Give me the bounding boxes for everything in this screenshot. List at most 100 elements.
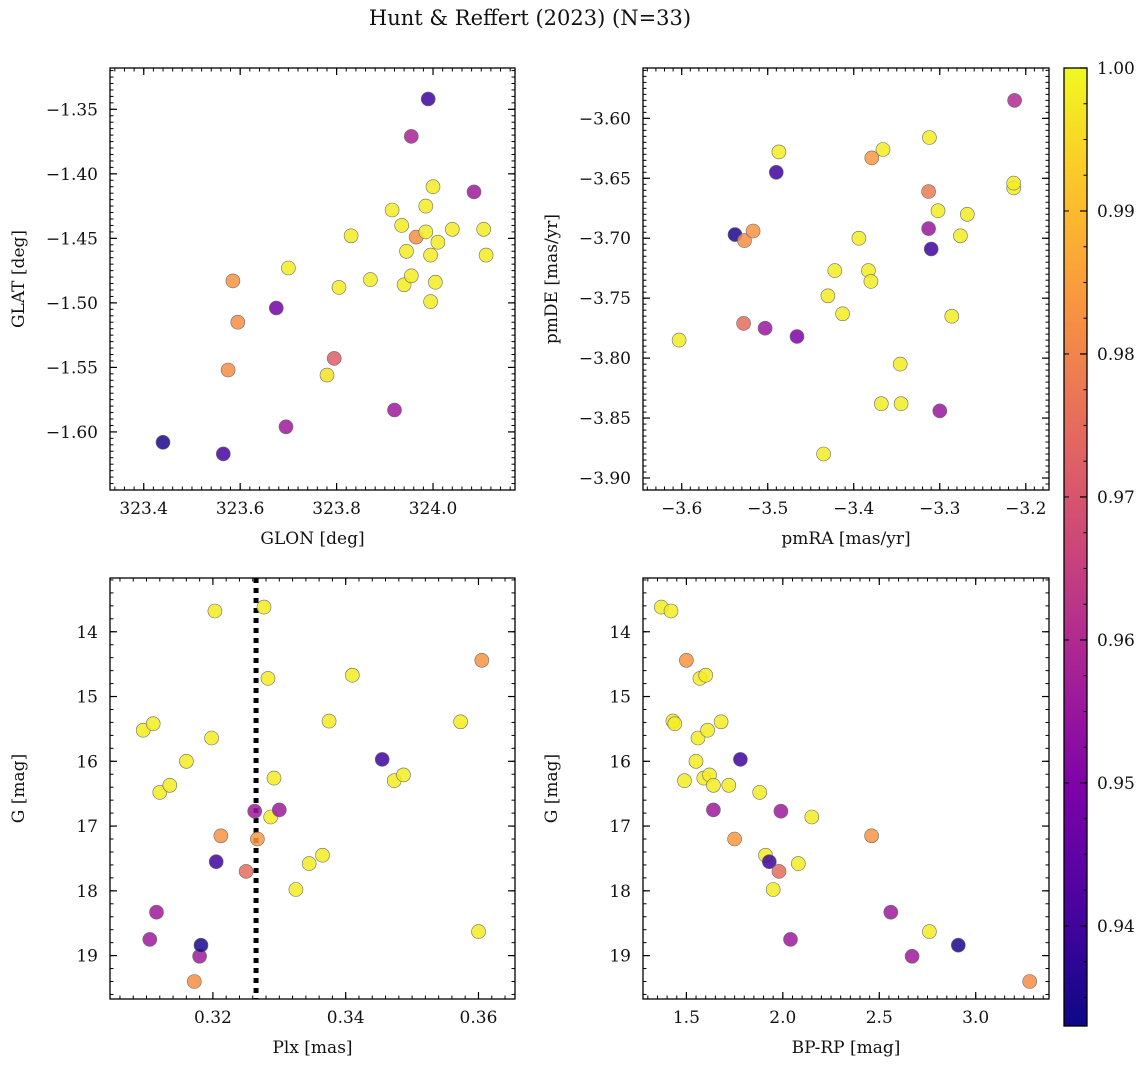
points xyxy=(653,599,1037,989)
colorbar-tick-label: 0.99 xyxy=(1097,202,1135,222)
points xyxy=(671,93,1022,462)
y-tick-label: 15 xyxy=(609,688,631,708)
y-tick-label: 18 xyxy=(76,882,98,902)
y-tick-label: 17 xyxy=(76,817,98,837)
data-point xyxy=(752,785,768,800)
data-point xyxy=(247,803,262,819)
colorbar-tick-label: 0.95 xyxy=(1097,774,1135,794)
y-tick-label: 17 xyxy=(609,817,631,837)
data-point xyxy=(476,222,492,237)
data-point xyxy=(863,274,879,289)
data-point xyxy=(363,272,378,287)
y-tick-label: −3.60 xyxy=(579,109,631,129)
data-point xyxy=(768,165,784,180)
data-point xyxy=(733,752,748,767)
data-point xyxy=(944,308,960,324)
data-point xyxy=(921,221,936,236)
data-point xyxy=(922,924,937,939)
y-tick-label: 14 xyxy=(76,623,98,643)
y-tick-label: 16 xyxy=(76,752,98,772)
y-tick-label: −1.55 xyxy=(46,358,98,378)
data-point xyxy=(225,273,241,289)
data-point xyxy=(959,207,975,222)
data-point xyxy=(851,230,867,246)
data-point xyxy=(430,234,446,250)
x-axis-label: BP-RP [mag] xyxy=(792,1038,901,1058)
data-point xyxy=(1007,93,1022,108)
data-point xyxy=(453,714,468,730)
x-tick-label: −3.3 xyxy=(919,499,960,519)
axes-frame xyxy=(642,577,1050,1000)
y-axis-label: G [mag] xyxy=(542,754,562,823)
data-point xyxy=(790,856,806,871)
x-tick-label: 324.0 xyxy=(409,499,458,519)
data-point xyxy=(230,314,246,330)
data-point xyxy=(399,244,414,259)
data-point xyxy=(331,280,347,295)
x-tick-label: 323.4 xyxy=(119,499,168,519)
x-tick-label: 3.0 xyxy=(962,1008,989,1028)
data-point xyxy=(319,367,335,383)
data-point xyxy=(904,948,920,964)
x-tick-label: 2.0 xyxy=(769,1008,796,1028)
data-point xyxy=(343,228,359,244)
data-point xyxy=(288,882,304,897)
data-point xyxy=(149,904,164,920)
data-point xyxy=(216,446,231,462)
data-point xyxy=(875,142,891,157)
data-point xyxy=(403,129,419,144)
y-tick-label: −1.50 xyxy=(46,294,98,314)
data-point xyxy=(804,809,820,825)
data-point xyxy=(425,179,441,194)
panel-plx-g: 0.32 0.34 0.36 14 15 16 17 18 19 Plx [mas] G [mag] xyxy=(9,577,516,1058)
data-point xyxy=(700,722,715,738)
data-point xyxy=(721,777,737,793)
data-point xyxy=(864,828,879,844)
data-point xyxy=(727,831,742,847)
y-tick-label: 16 xyxy=(609,752,631,772)
x-axis-label: Plx [mas] xyxy=(272,1038,352,1058)
y-tick-label: −3.75 xyxy=(579,289,631,309)
data-point xyxy=(783,932,798,947)
data-point xyxy=(471,924,486,939)
data-point xyxy=(187,974,202,989)
data-point xyxy=(418,224,434,240)
data-point xyxy=(403,268,419,284)
data-point xyxy=(892,356,908,372)
x-tick-label: −3.2 xyxy=(1005,499,1046,519)
y-axis-label: pmDE [mas/yr] xyxy=(542,214,562,344)
data-point xyxy=(761,854,777,870)
data-point xyxy=(745,223,761,239)
data-point xyxy=(478,247,494,263)
data-point xyxy=(423,294,438,309)
colorbar-tick-label: 1.00 xyxy=(1097,59,1135,79)
data-point xyxy=(423,247,438,263)
y-tick-label: −3.90 xyxy=(579,469,631,489)
x-tick-label: −3.5 xyxy=(747,499,788,519)
data-point xyxy=(213,828,229,844)
data-point xyxy=(152,785,168,800)
x-tick-label: 0.34 xyxy=(327,1008,365,1028)
data-point xyxy=(921,184,936,199)
data-point xyxy=(698,667,714,683)
points xyxy=(135,599,490,989)
data-point xyxy=(757,320,773,336)
colorbar-tick-label: 0.98 xyxy=(1097,345,1135,365)
data-point xyxy=(444,222,460,237)
data-point xyxy=(474,652,490,668)
panel-glon-glat: 323.4 323.6 323.8 324.0 −1.60 −1.55 −1.50 −1.45… xyxy=(9,67,516,549)
colorbar-bar xyxy=(1063,67,1088,1027)
data-point xyxy=(387,402,402,418)
data-point xyxy=(344,667,360,683)
data-point xyxy=(420,91,436,107)
y-tick-label: −1.40 xyxy=(46,165,98,185)
data-point xyxy=(827,263,843,278)
y-tick-label: −1.45 xyxy=(46,229,98,249)
data-point xyxy=(281,260,296,276)
x-tick-label: −3.6 xyxy=(661,499,702,519)
data-point xyxy=(677,773,692,789)
y-tick-label: −3.80 xyxy=(579,349,631,369)
points xyxy=(155,91,494,462)
